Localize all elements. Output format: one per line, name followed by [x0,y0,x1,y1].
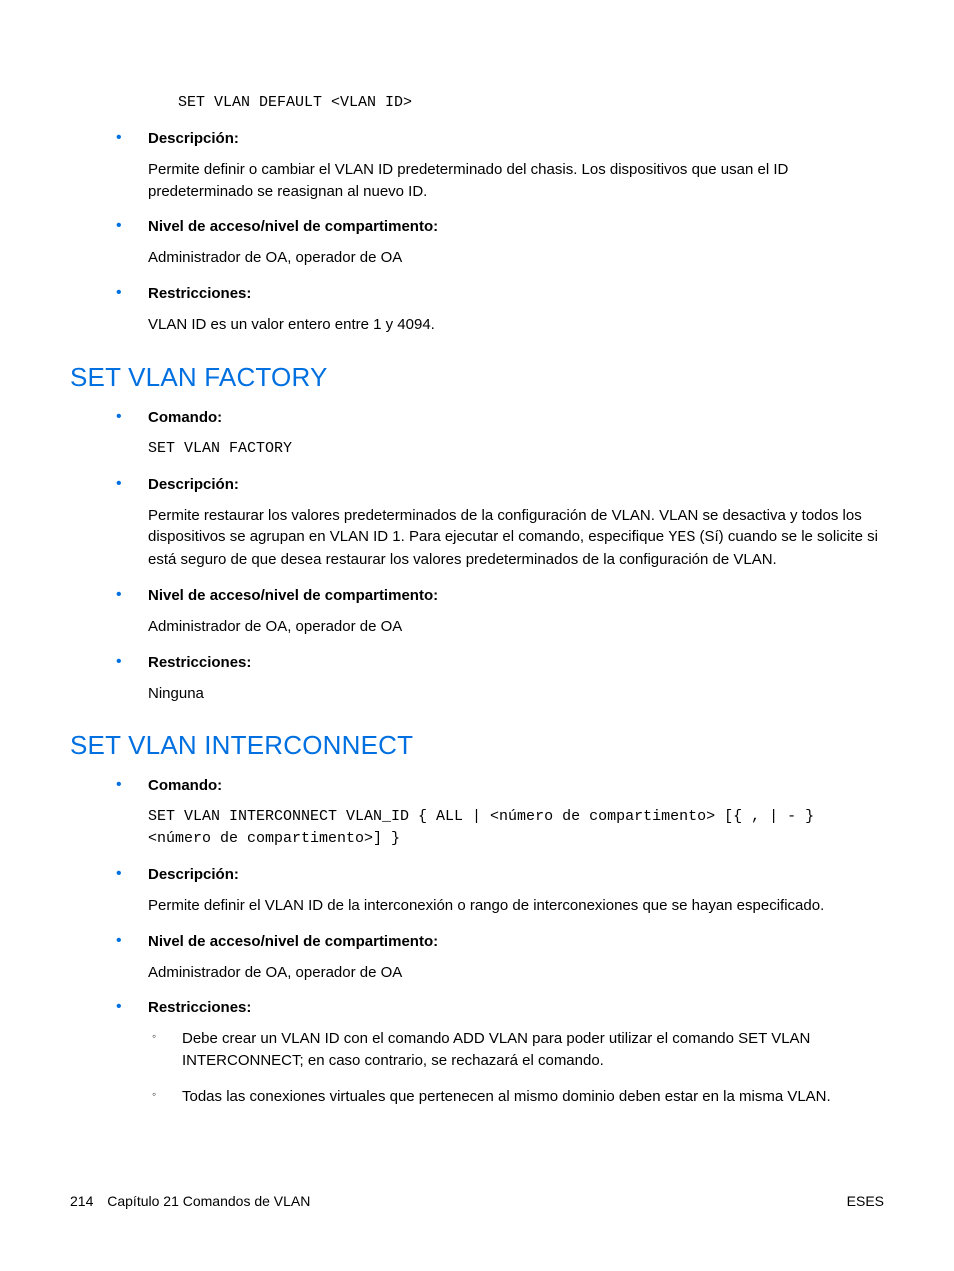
intro-item-descripcion: Descripción: Permite definir o cambiar e… [148,128,884,203]
section2-item-descripcion: Descripción: Permite definir el VLAN ID … [148,864,884,917]
item-label: Nivel de acceso/nivel de compartimento: [148,585,884,606]
item-body: Permite definir el VLAN ID de la interco… [148,895,884,917]
item-label: Comando: [148,407,884,428]
restricciones-sublist: Debe crear un VLAN ID con el comando ADD… [182,1028,884,1107]
section2-list: Comando: SET VLAN INTERCONNECT VLAN_ID {… [148,775,884,1107]
page-footer: 214 Capítulo 21 Comandos de VLAN ESES [70,1193,884,1209]
section1-item-descripcion: Descripción: Permite restaurar los valor… [148,474,884,571]
item-label: Descripción: [148,864,884,885]
item-label: Descripción: [148,128,884,149]
section2-item-nivel: Nivel de acceso/nivel de compartimento: … [148,931,884,984]
item-label: Comando: [148,775,884,796]
item-code: SET VLAN INTERCONNECT VLAN_ID { ALL | <n… [148,806,884,850]
section2-item-restricciones: Restricciones: Debe crear un VLAN ID con… [148,997,884,1107]
item-label: Restricciones: [148,283,884,304]
item-body: Administrador de OA, operador de OA [148,616,884,638]
item-body: Permite definir o cambiar el VLAN ID pre… [148,159,884,203]
sub-item: Todas las conexiones virtuales que perte… [182,1086,884,1108]
item-body: Administrador de OA, operador de OA [148,962,884,984]
section1-item-nivel: Nivel de acceso/nivel de compartimento: … [148,585,884,638]
item-label: Nivel de acceso/nivel de compartimento: [148,931,884,952]
item-body: Ninguna [148,683,884,705]
footer-left: 214 Capítulo 21 Comandos de VLAN [70,1193,310,1209]
section1-item-comando: Comando: SET VLAN FACTORY [148,407,884,460]
sub-item: Debe crear un VLAN ID con el comando ADD… [182,1028,884,1072]
footer-right: ESES [847,1193,884,1209]
intro-command-code: SET VLAN DEFAULT <VLAN ID> [178,92,884,114]
item-label: Nivel de acceso/nivel de compartimento: [148,216,884,237]
item-body: Administrador de OA, operador de OA [148,247,884,269]
heading-set-vlan-factory: SET VLAN FACTORY [70,362,884,393]
footer-chapter: Capítulo 21 Comandos de VLAN [107,1193,310,1209]
intro-item-nivel: Nivel de acceso/nivel de compartimento: … [148,216,884,269]
item-label: Restricciones: [148,997,884,1018]
item-label: Descripción: [148,474,884,495]
section1-item-restricciones: Restricciones: Ninguna [148,652,884,705]
footer-page-number: 214 [70,1193,93,1209]
item-label: Restricciones: [148,652,884,673]
intro-list: Descripción: Permite definir o cambiar e… [148,128,884,336]
section1-list: Comando: SET VLAN FACTORY Descripción: P… [148,407,884,705]
item-code: SET VLAN FACTORY [148,438,884,460]
intro-item-restricciones: Restricciones: VLAN ID es un valor enter… [148,283,884,336]
document-page: SET VLAN DEFAULT <VLAN ID> Descripción: … [0,0,954,1108]
item-body: VLAN ID es un valor entero entre 1 y 409… [148,314,884,336]
item-body: Permite restaurar los valores predetermi… [148,505,884,571]
heading-set-vlan-interconnect: SET VLAN INTERCONNECT [70,730,884,761]
section2-item-comando: Comando: SET VLAN INTERCONNECT VLAN_ID {… [148,775,884,850]
